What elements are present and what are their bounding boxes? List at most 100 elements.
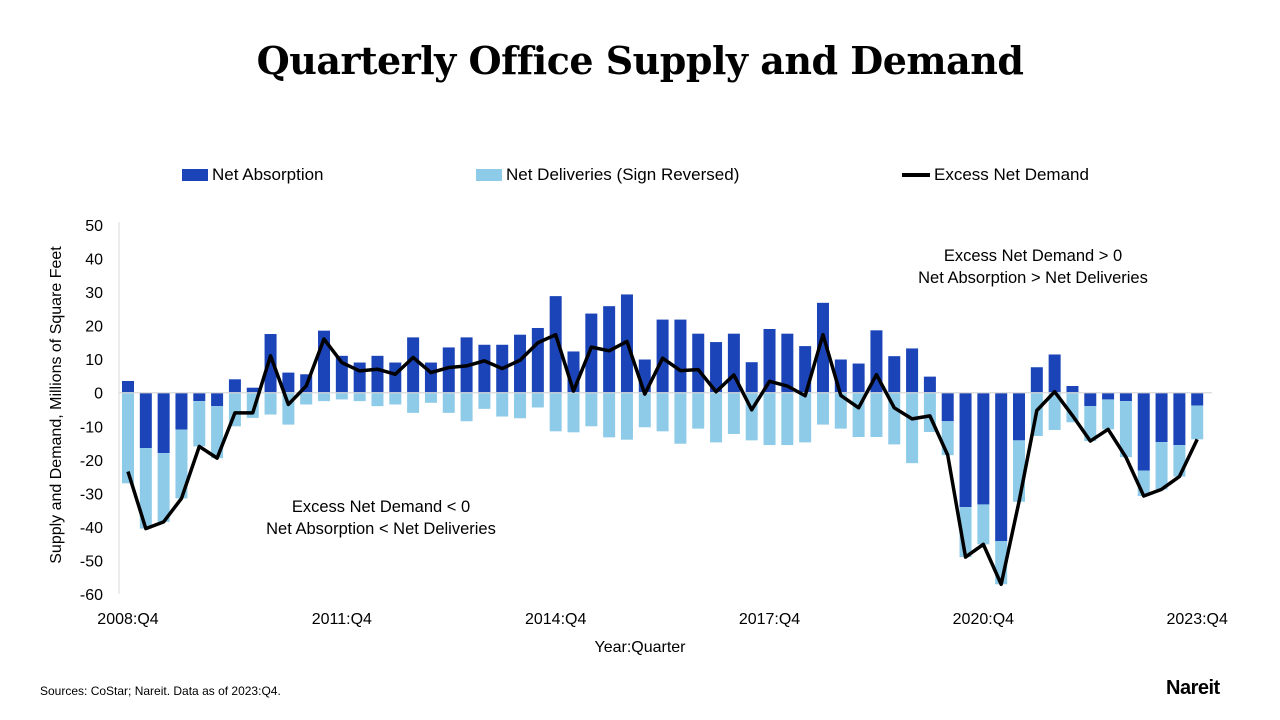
- bar-net-deliveries: [977, 504, 990, 545]
- source-note: Sources: CoStar; Nareit. Data as of 2023…: [40, 684, 281, 698]
- bar-net-deliveries: [1066, 392, 1079, 423]
- bar-net-absorption: [442, 347, 455, 393]
- bar-net-absorption: [888, 356, 901, 393]
- y-tick-label: 0: [94, 386, 103, 403]
- bar-net-deliveries: [211, 406, 224, 459]
- legend-net-deliveries: Net Deliveries (Sign Reversed): [476, 165, 739, 185]
- annotation-line: Excess Net Demand > 0: [943, 247, 1123, 265]
- bar-net-absorption: [122, 380, 134, 393]
- bar-net-absorption: [977, 392, 990, 505]
- bar-net-deliveries: [139, 448, 152, 529]
- bar-net-deliveries: [674, 392, 687, 444]
- bar-net-absorption: [674, 319, 687, 393]
- bar-net-absorption: [228, 379, 241, 393]
- bar-net-deliveries: [318, 392, 331, 402]
- nareit-logo: Nareit: [1166, 677, 1220, 699]
- bar-net-deliveries: [1191, 405, 1204, 440]
- bar-net-deliveries: [549, 392, 562, 432]
- bar-net-absorption: [995, 392, 1008, 541]
- y-tick-label: 50: [85, 218, 103, 235]
- bar-net-deliveries: [407, 392, 420, 413]
- bar-net-deliveries: [371, 392, 384, 407]
- bar-net-deliveries: [603, 392, 616, 438]
- bar-net-deliveries: [1048, 392, 1061, 430]
- legend-line: [902, 173, 930, 177]
- bar-net-absorption: [941, 392, 954, 422]
- bar-net-deliveries: [710, 392, 723, 443]
- bar-net-deliveries: [799, 392, 812, 443]
- y-tick-label: -60: [80, 587, 103, 604]
- legend-label: Excess Net Demand: [934, 165, 1089, 184]
- bar-net-absorption: [1173, 392, 1186, 446]
- bar-net-absorption: [1137, 392, 1150, 471]
- bar-net-absorption: [1155, 392, 1168, 443]
- bar-net-absorption: [852, 363, 865, 393]
- legend-swatch: [182, 169, 208, 181]
- y-tick-label: -30: [80, 486, 103, 503]
- bar-net-absorption: [1066, 386, 1079, 393]
- bar-net-absorption: [923, 376, 936, 393]
- bar-net-deliveries: [300, 392, 313, 405]
- x-axis-title: Year:Quarter: [594, 639, 686, 656]
- bar-net-absorption: [585, 313, 598, 393]
- bar-net-absorption: [531, 327, 544, 393]
- bar-net-deliveries: [620, 392, 633, 440]
- bar-net-absorption: [781, 333, 794, 393]
- bar-net-deliveries: [1013, 440, 1025, 502]
- y-tick-label: 10: [85, 352, 103, 369]
- annotation-line: Excess Net Demand < 0: [291, 498, 471, 516]
- chart-title: Quarterly Office Supply and Demand: [256, 38, 1024, 83]
- bar-net-absorption: [157, 392, 170, 454]
- bar-net-deliveries: [638, 392, 651, 428]
- bar-net-deliveries: [246, 392, 259, 418]
- x-tick-label: 2011:Q4: [312, 611, 372, 628]
- bar-net-deliveries: [906, 392, 919, 464]
- annotation-negative: Excess Net Demand < 0 Net Absorption < N…: [231, 496, 531, 540]
- bar-net-deliveries: [656, 392, 669, 432]
- bar-net-absorption: [816, 302, 829, 393]
- bar-net-deliveries: [727, 392, 740, 434]
- bar-net-absorption: [193, 392, 206, 402]
- bar-net-deliveries: [834, 392, 847, 429]
- legend-swatch: [476, 169, 502, 181]
- bar-net-absorption: [246, 387, 259, 393]
- bar-net-absorption: [1084, 392, 1097, 407]
- bar-net-deliveries: [353, 392, 366, 402]
- bar-net-deliveries: [1119, 401, 1132, 458]
- bar-net-absorption: [139, 392, 152, 449]
- annotation-line: Net Absorption < Net Deliveries: [266, 520, 496, 538]
- bar-net-deliveries: [531, 392, 544, 408]
- x-tick-label: 2014:Q4: [525, 611, 586, 628]
- bar-net-deliveries: [478, 392, 491, 409]
- bar-net-deliveries: [496, 392, 509, 417]
- bar-net-absorption: [1048, 354, 1061, 393]
- bar-net-absorption: [1102, 392, 1115, 400]
- bar-net-deliveries: [193, 401, 206, 447]
- bar-net-deliveries: [157, 453, 170, 522]
- bar-net-deliveries: [175, 429, 188, 499]
- bar-net-deliveries: [1084, 406, 1097, 442]
- bar-net-absorption: [407, 337, 420, 393]
- bar-net-absorption: [906, 348, 919, 393]
- legend-net-absorption: Net Absorption: [182, 165, 324, 185]
- bar-net-absorption: [264, 334, 277, 393]
- y-tick-label: -40: [80, 520, 103, 537]
- y-tick-label: -10: [80, 419, 103, 436]
- bar-net-deliveries: [442, 392, 455, 413]
- bar-net-absorption: [549, 296, 562, 393]
- bar-net-deliveries: [870, 392, 883, 438]
- y-axis-title: Supply and Demand, Millions of Square Fe…: [48, 246, 65, 564]
- bar-net-absorption: [692, 333, 705, 393]
- bar-net-deliveries: [763, 392, 776, 446]
- bar-net-absorption: [175, 392, 188, 430]
- x-tick-label: 2020:Q4: [953, 611, 1014, 628]
- bar-net-absorption: [282, 372, 295, 393]
- bar-net-deliveries: [389, 392, 402, 405]
- bar-net-deliveries: [335, 392, 348, 400]
- bar-net-absorption: [710, 342, 723, 393]
- bar-net-absorption: [1013, 392, 1025, 441]
- bar-net-deliveries: [816, 392, 829, 425]
- bar-net-absorption: [514, 334, 527, 393]
- legend-excess-net-demand: Excess Net Demand: [902, 165, 1089, 185]
